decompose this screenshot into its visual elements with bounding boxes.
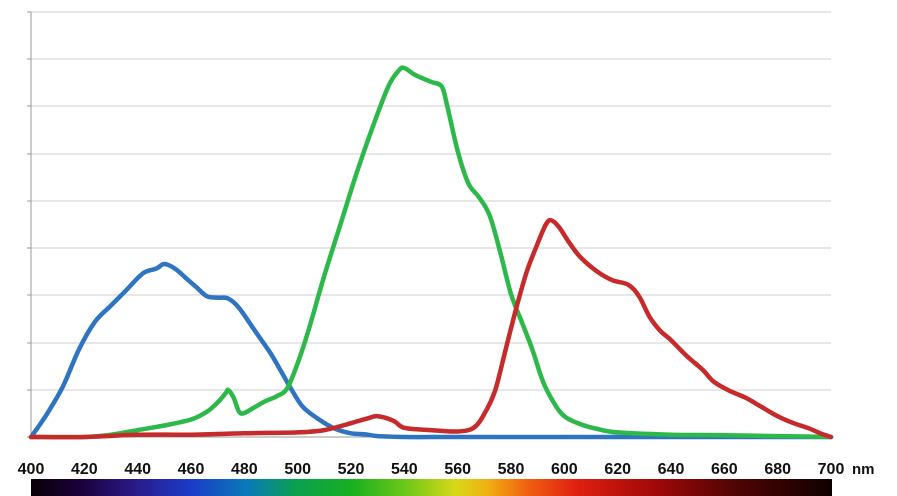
x-tick-label-660: 660 xyxy=(711,461,738,478)
green-series-line xyxy=(28,65,834,440)
axes xyxy=(27,11,831,438)
x-tick-label-460: 460 xyxy=(178,461,205,478)
gridlines xyxy=(31,11,831,391)
x-tick-label-440: 440 xyxy=(124,461,151,478)
x-tick-label-620: 620 xyxy=(604,461,631,478)
red-series-line xyxy=(28,217,834,440)
x-tick-label-420: 420 xyxy=(71,461,98,478)
series-lines xyxy=(28,65,834,440)
x-tick-label-560: 560 xyxy=(444,461,471,478)
x-tick-label-480: 480 xyxy=(231,461,258,478)
visible-spectrum-bar xyxy=(31,479,832,496)
x-tick-label-520: 520 xyxy=(338,461,365,478)
x-tick-label-500: 500 xyxy=(284,461,311,478)
x-tick-labels: 400 420 440 460 480 500 520 540 560 580 600 620 640 6… xyxy=(18,461,845,478)
x-tick-label-700: 700 xyxy=(818,461,845,478)
x-tick-label-680: 680 xyxy=(764,461,791,478)
blue-series-line xyxy=(28,261,834,440)
x-tick-label-600: 600 xyxy=(551,461,578,478)
x-tick-label-540: 540 xyxy=(391,461,418,478)
x-tick-label-580: 580 xyxy=(498,461,525,478)
x-tick-label-640: 640 xyxy=(658,461,685,478)
x-unit-label: nm xyxy=(852,461,875,478)
x-tick-label-400: 400 xyxy=(18,461,45,478)
